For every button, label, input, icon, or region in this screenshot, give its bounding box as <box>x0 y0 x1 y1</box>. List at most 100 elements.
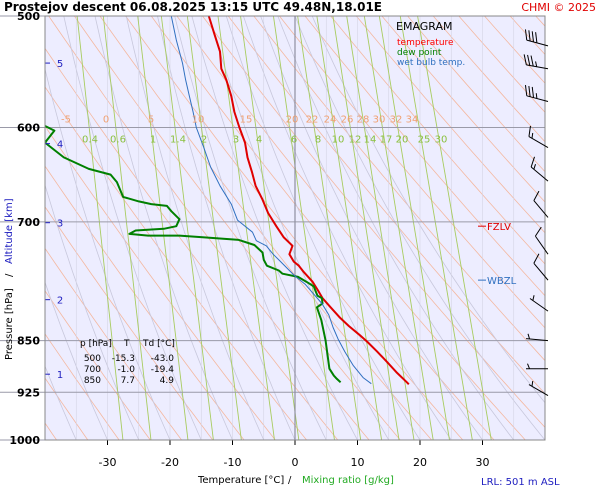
mixing-ratio-label: 17 <box>380 135 393 146</box>
mixing-ratio-line <box>76 16 124 440</box>
dry-adiabat <box>45 206 214 440</box>
y-axis-label-altitude: Altitude [km] <box>4 198 15 264</box>
y-axis-label: Pressure [hPa] <box>4 288 15 360</box>
dry-adiabat <box>45 377 89 440</box>
table-cell: 7.7 <box>121 376 135 386</box>
wind-barb-feather <box>531 31 535 43</box>
wind-barb <box>526 363 548 370</box>
mixing-ratio-label: 4 <box>256 135 262 146</box>
altitude-tick-label: 2 <box>57 296 63 307</box>
mixing-ratio-label: 0.6 <box>110 135 126 146</box>
wind-barb-feather <box>528 125 531 137</box>
mixing-ratio-line <box>378 16 450 440</box>
dry-adiabat-label: 20 <box>286 115 299 126</box>
dry-adiabat <box>432 16 545 143</box>
dry-adiabat <box>381 16 545 203</box>
dry-adiabat <box>99 16 432 440</box>
wind-barb-feather <box>535 32 538 43</box>
mixing-ratio-label: 12 <box>349 135 362 146</box>
series-line <box>207 16 410 385</box>
wind-barb-half-feather <box>531 132 534 139</box>
wind-barb-shaft <box>530 166 549 182</box>
wind-barb-feather <box>524 29 528 41</box>
wind-barb-feather <box>523 54 527 65</box>
wind-barb <box>523 54 549 70</box>
mixing-ratio-label: 3 <box>233 135 239 146</box>
mixing-ratio-line <box>273 16 335 440</box>
data-table: p [hPa] T Td [°C] 500 -15.3 -43.0 700 -1… <box>80 339 175 386</box>
profile-series <box>45 16 410 385</box>
mixing-ratio-line <box>160 16 214 440</box>
mixing-ratio-label: 1 <box>150 135 156 146</box>
moist-adiabat <box>157 16 296 440</box>
table-header-p: p [hPa] <box>80 339 112 349</box>
wind-barb-half-feather <box>527 363 530 369</box>
mixing-ratio-line <box>297 16 362 440</box>
wind-barb-half-feather <box>532 295 535 301</box>
wind-barb-shaft <box>533 200 549 218</box>
wind-barb-feather <box>531 86 535 98</box>
wind-barb <box>528 125 549 149</box>
mixing-ratio-line <box>346 16 415 440</box>
copyright: CHMI © 2025 <box>521 1 596 14</box>
altitude-tick-label: 5 <box>57 59 63 70</box>
table-cell: -1.0 <box>117 365 135 375</box>
table-header-td: Td [°C] <box>142 339 175 349</box>
moist-adiabats <box>45 16 545 440</box>
wind-barbs <box>523 29 549 397</box>
legend-temperature: temperature <box>397 38 454 48</box>
wind-barb-feather <box>530 55 534 67</box>
dry-adiabat <box>45 333 120 440</box>
dry-adiabat-label: 22 <box>306 115 319 126</box>
reference-level-label: WBZL <box>487 276 517 287</box>
dry-adiabat-label: 5 <box>148 115 154 126</box>
dry-adiabat-label: 30 <box>373 115 386 126</box>
dry-adiabat <box>458 16 545 113</box>
mixing-ratio-label: 14 <box>364 135 377 146</box>
dry-adiabat <box>45 86 307 440</box>
wind-barb-feather <box>527 54 531 66</box>
dry-adiabat <box>330 16 545 265</box>
y-axis-separator: / <box>4 273 15 277</box>
temperature-tick-label: -20 <box>161 456 179 469</box>
wind-barb <box>534 226 549 255</box>
wind-barb <box>524 29 549 47</box>
dry-adiabat-label: 32 <box>390 115 403 126</box>
dry-adiabat <box>74 16 401 440</box>
wind-barb <box>533 253 549 281</box>
wind-barb <box>530 156 549 182</box>
series-line <box>45 124 342 384</box>
dry-adiabat <box>587 16 600 440</box>
mixing-ratio-label: 8 <box>315 135 321 146</box>
mixing-ratio-label: 2 <box>201 135 207 146</box>
diagram-name: EMAGRAM <box>396 20 453 33</box>
mixing-ratio-line <box>332 16 400 440</box>
moist-adiabat <box>277 16 515 440</box>
dry-adiabat-label: -5 <box>61 115 71 126</box>
mixing-ratio-line <box>240 16 300 440</box>
dry-adiabat <box>202 16 545 428</box>
dry-adiabat <box>407 16 545 173</box>
table-cell: 700 <box>84 365 101 375</box>
wind-barb-half-feather <box>527 333 531 340</box>
table-cell: -43.0 <box>151 354 175 364</box>
mixing-ratio-label: 10 <box>332 135 345 146</box>
dry-adiabat-label: 15 <box>240 115 253 126</box>
moist-adiabat <box>45 183 140 440</box>
wind-barb <box>533 190 549 218</box>
table-cell: 500 <box>84 354 101 364</box>
mixing-ratio-line <box>186 16 242 440</box>
dry-adiabat-label: 28 <box>357 115 370 126</box>
dry-adiabat <box>45 247 182 440</box>
wind-barb <box>529 295 549 312</box>
temperature-tick-label: 0 <box>292 456 299 469</box>
dry-adiabat-label: 26 <box>341 115 354 126</box>
moist-adiabat <box>208 16 390 440</box>
series-line <box>170 16 372 385</box>
wind-barb-half-feather <box>535 61 538 67</box>
legend-wet-bulb: wet bulb temp. <box>397 58 465 68</box>
mixing-ratio-line <box>316 16 383 440</box>
moist-adiabat <box>243 16 452 440</box>
wind-barb-shaft <box>529 298 549 312</box>
